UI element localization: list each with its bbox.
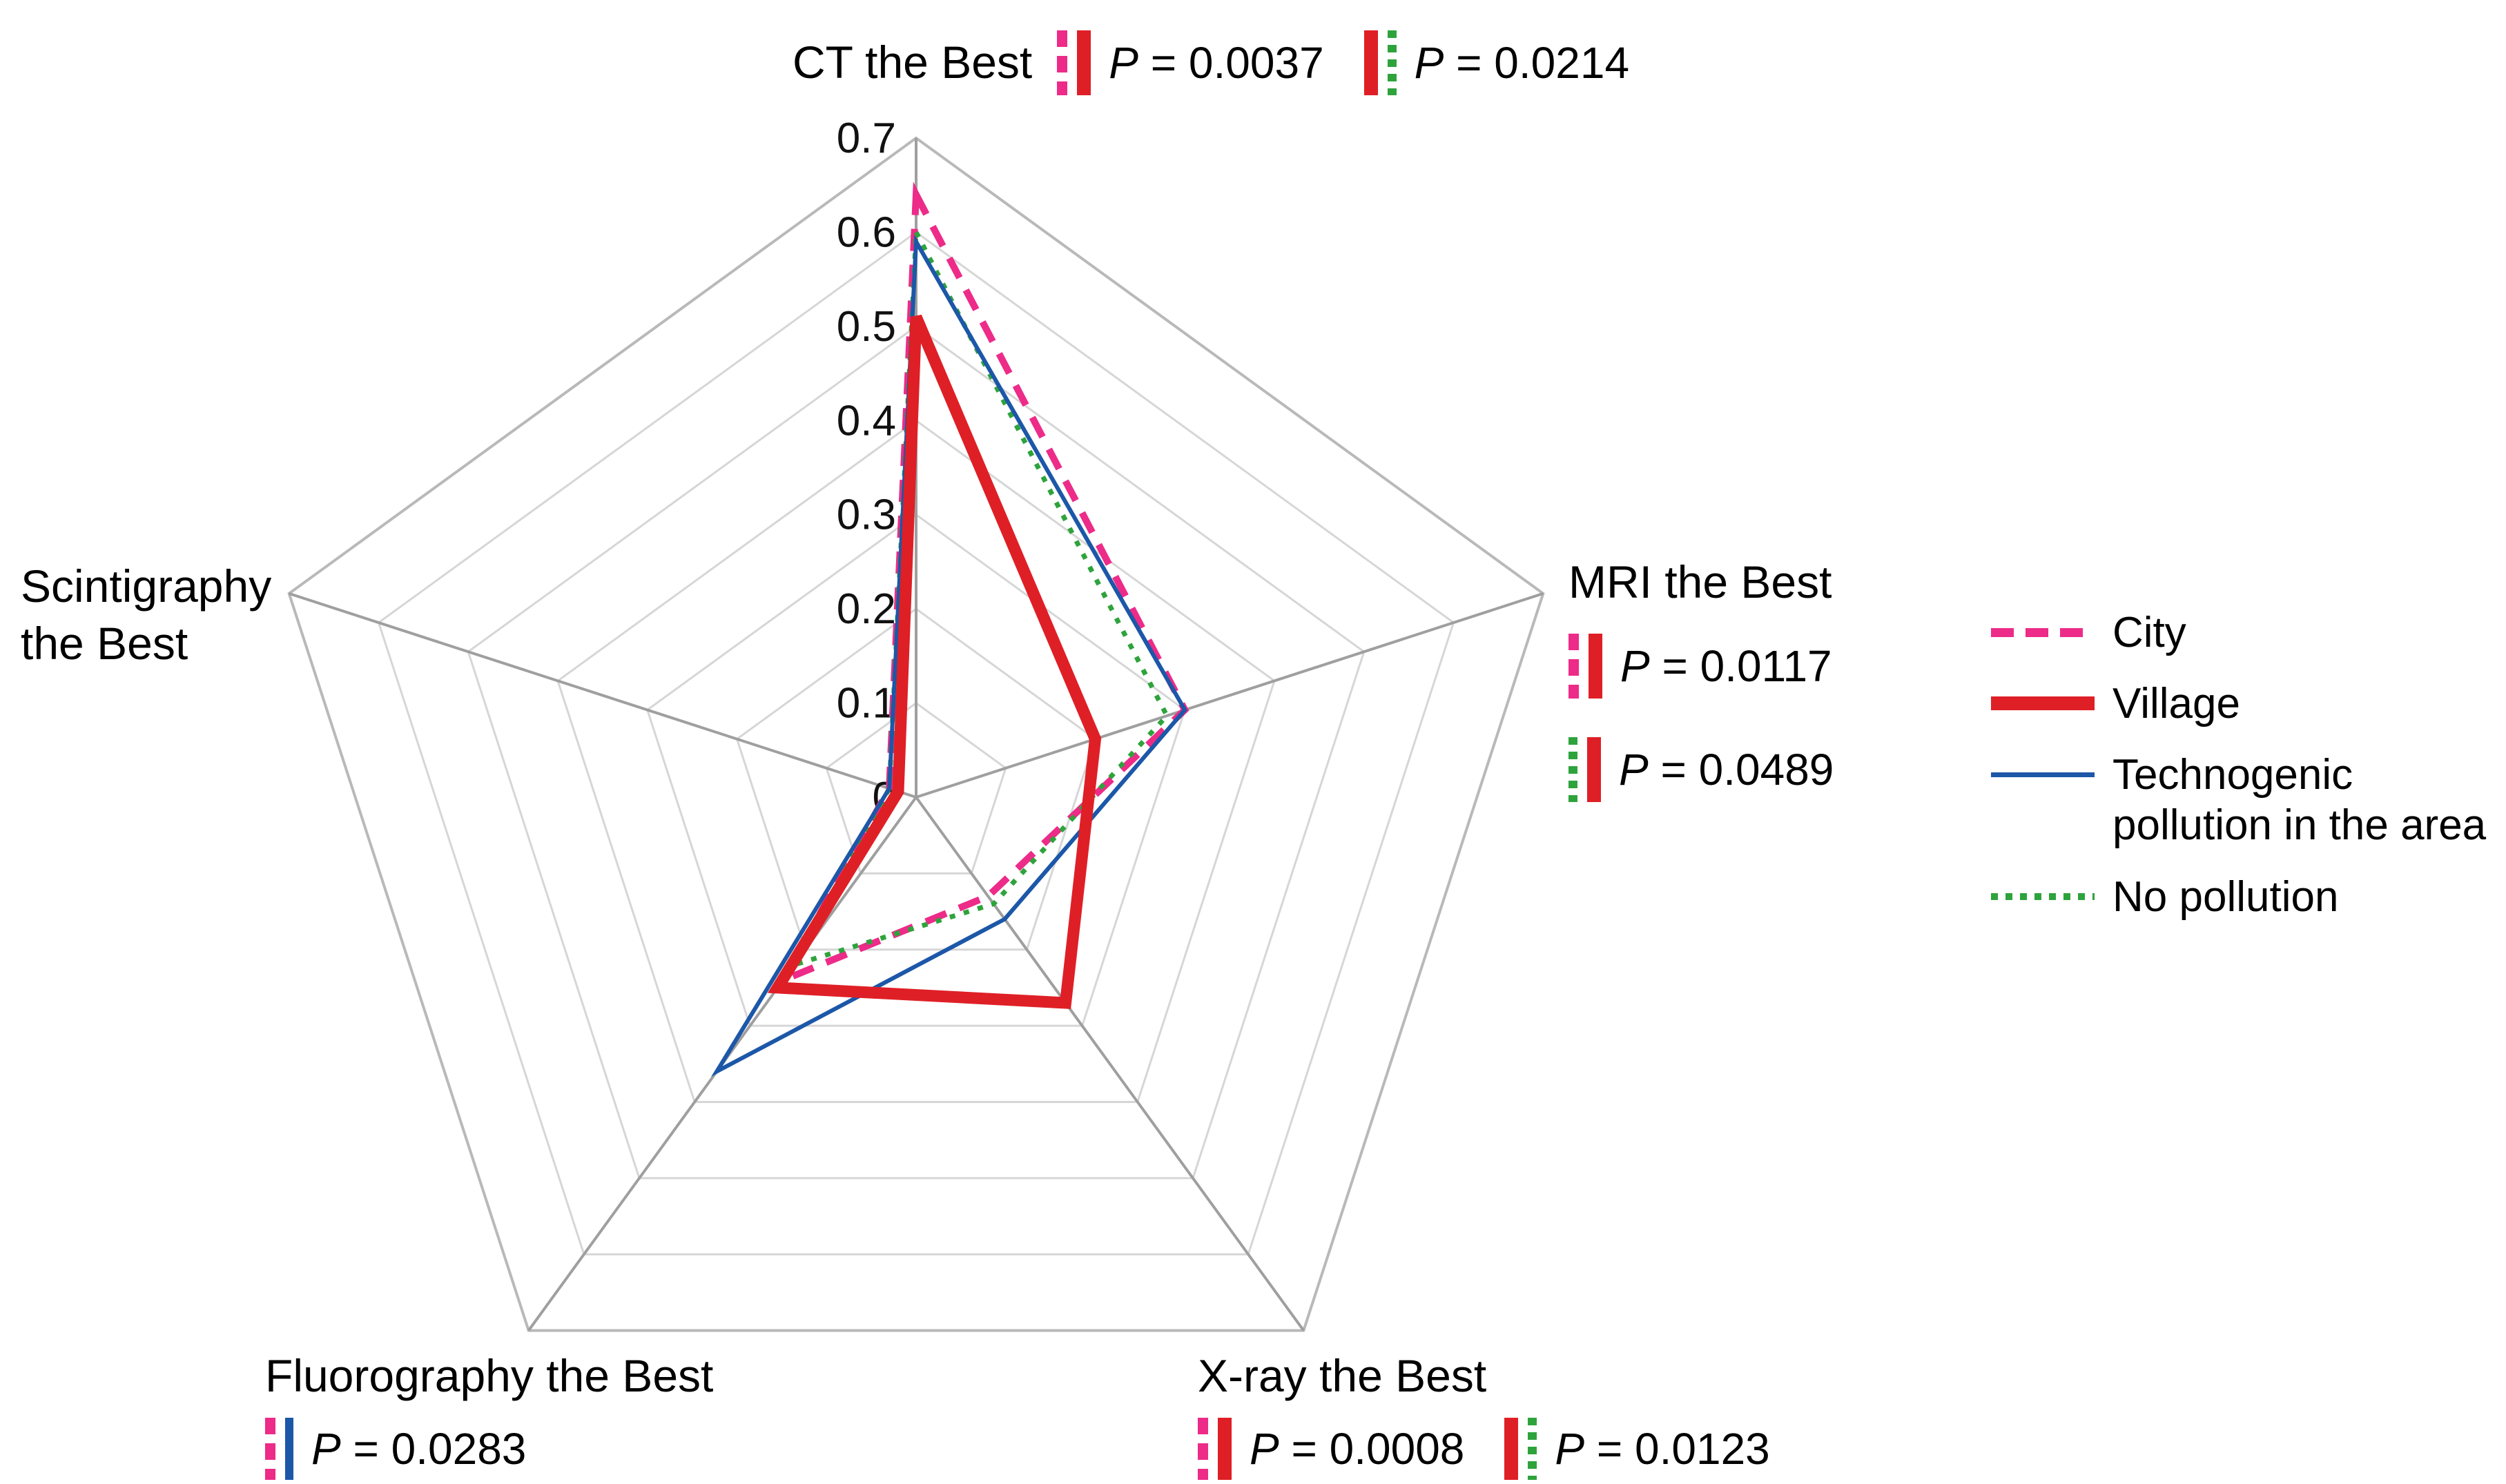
no-pollution-dotted-line-icon (1991, 892, 2095, 900)
p-value: = 0.0123 (1584, 1423, 1770, 1474)
legend-label: Village (2112, 680, 2241, 728)
city-line-marker-icon (1057, 30, 1068, 95)
svg-text:0.7: 0.7 (837, 115, 896, 162)
axis-label-xray: X-ray the Best (1198, 1350, 1487, 1401)
p-value: = 0.0283 (340, 1423, 527, 1474)
p-symbol: P (1250, 1423, 1279, 1474)
village-solid-line-icon (1991, 696, 2095, 711)
p-symbol: P (1109, 38, 1138, 88)
pvalue-row: P = 0.0283 (265, 1417, 713, 1480)
p-value: = 0.0214 (1444, 38, 1630, 88)
village-line-marker-icon (1589, 633, 1602, 699)
p-value: = 0.0008 (1279, 1423, 1465, 1474)
svg-text:0.1: 0.1 (837, 680, 896, 728)
axis-label-ct: CT the Best (793, 37, 1033, 88)
svg-text:0.4: 0.4 (837, 397, 896, 445)
pvalue-ct-city-village: P = 0.0037 (1109, 37, 1323, 88)
annotation-fluorography: Fluorography the Best P = 0.0283 (265, 1350, 713, 1480)
city-line-marker-icon (265, 1417, 275, 1480)
marker-pair-village-nopollution (1363, 30, 1397, 95)
svg-text:0.6: 0.6 (837, 208, 896, 256)
legend-label: No pollution (2112, 872, 2339, 921)
pvalue-mri-city-village: P = 0.0117 (1620, 641, 1832, 692)
pvalue-xray-city-village: P = 0.0008 (1250, 1423, 1464, 1474)
pvalue-fluorography-city-technogenic: P = 0.0283 (311, 1423, 526, 1474)
p-symbol: P (311, 1423, 341, 1474)
pvalue-row: P = 0.0489 (1568, 736, 1834, 802)
legend-item-city: City (1991, 607, 2486, 658)
pvalue-xray-village-nopollution: P = 0.0123 (1555, 1423, 1769, 1474)
city-line-marker-icon (1568, 633, 1579, 699)
no-pollution-line-marker-icon (1568, 736, 1577, 802)
village-line-marker-icon (1218, 1417, 1232, 1480)
axis-label-scintigraphy: Scintigraphy the Best (21, 560, 272, 669)
annotation-ct: CT the Best P = 0.0037 P = 0.0214 (793, 25, 1629, 101)
svg-text:0.5: 0.5 (837, 303, 896, 351)
pvalue-mri-nopollution-village: P = 0.0489 (1619, 744, 1834, 795)
village-line-marker-icon (1077, 30, 1091, 95)
marker-pair-city-village (1198, 1417, 1232, 1480)
marker-pair-city-village (1057, 30, 1091, 95)
p-symbol: P (1619, 744, 1649, 794)
p-value: = 0.0117 (1649, 641, 1832, 691)
technogenic-line-marker-icon (285, 1417, 293, 1480)
pvalue-row: P = 0.0008 P = 0.0123 (1198, 1417, 1770, 1480)
axis-label-mri: MRI the Best (1568, 556, 1832, 607)
p-symbol: P (1414, 38, 1444, 88)
marker-pair-city-village (1568, 633, 1602, 699)
pvalue-row: P = 0.0117 (1568, 633, 1834, 699)
city-dashed-line-icon (1991, 628, 2095, 637)
annotation-xray: X-ray the Best P = 0.0008 P = 0.0123 (1198, 1350, 1770, 1480)
legend-item-no-pollution: No pollution (1991, 872, 2486, 922)
city-line-marker-icon (1198, 1417, 1208, 1480)
p-value: = 0.0489 (1648, 744, 1834, 794)
p-symbol: P (1555, 1423, 1585, 1474)
p-symbol: P (1620, 641, 1650, 691)
legend: City Village Technogenic pollution in th… (1991, 607, 2486, 922)
annotation-mri: MRI the Best P = 0.0117 P = 0.0489 (1568, 556, 1834, 802)
axis-label-fluorography: Fluorography the Best (265, 1350, 714, 1401)
village-line-marker-icon (1587, 736, 1601, 802)
svg-text:0.3: 0.3 (837, 491, 896, 539)
no-pollution-line-marker-icon (1387, 30, 1397, 95)
legend-label: City (2112, 609, 2186, 656)
svg-text:0.2: 0.2 (837, 585, 896, 633)
village-line-marker-icon (1504, 1417, 1519, 1480)
legend-label: Technogenic pollution in the area (2112, 751, 2487, 850)
village-line-marker-icon (1363, 30, 1378, 95)
marker-pair-nopollution-village (1568, 736, 1601, 802)
legend-item-village: Village (1991, 678, 2486, 729)
no-pollution-line-marker-icon (1528, 1417, 1537, 1480)
marker-pair-village-nopollution (1504, 1417, 1537, 1480)
technogenic-solid-line-icon (1991, 772, 2095, 778)
pvalue-ct-village-nopollution: P = 0.0214 (1415, 37, 1629, 88)
legend-item-technogenic: Technogenic pollution in the area (1991, 750, 2486, 850)
marker-pair-city-technogenic (265, 1417, 293, 1480)
p-value: = 0.0037 (1138, 38, 1324, 88)
